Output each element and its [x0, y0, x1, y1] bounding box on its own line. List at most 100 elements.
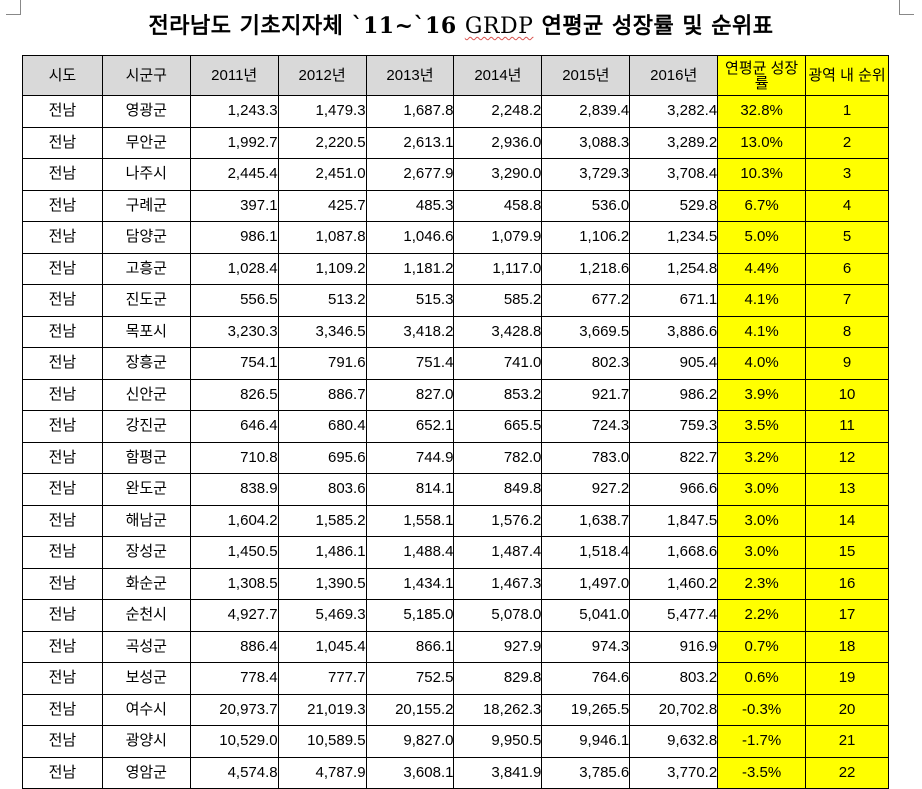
cell-2011: 397.1	[189, 189, 279, 222]
table-row: 전남 나주시 2,445.4 2,451.0 2,677.9 3,290.0 3,729.3…	[22, 158, 889, 191]
cell-growth-rate: 4.1%	[717, 315, 807, 348]
cell-2016: 966.6	[629, 473, 719, 506]
cell-2012: 5,469.3	[277, 599, 367, 632]
cell-sido: 전남	[22, 599, 103, 632]
cell-2016: 529.8	[629, 189, 719, 222]
cell-2014: 9,950.5	[453, 725, 543, 758]
cell-growth-rate: 3.2%	[717, 441, 807, 474]
header-2014: 2014년	[453, 55, 543, 96]
cell-2015: 536.0	[541, 189, 631, 222]
table-row: 전남 장성군 1,450.5 1,486.1 1,488.4 1,487.4 1,518.4…	[22, 536, 889, 569]
cell-2013: 3,608.1	[365, 756, 455, 789]
header-2013: 2013년	[365, 55, 455, 96]
cell-rank: 13	[805, 473, 889, 506]
cell-2013: 744.9	[365, 441, 455, 474]
cell-growth-rate: 5.0%	[717, 221, 807, 254]
cell-2012: 4,787.9	[277, 756, 367, 789]
cell-rank: 22	[805, 756, 889, 789]
title-suffix: 연평균 성장률 및 순위표	[533, 13, 774, 39]
cell-sido: 전남	[22, 158, 103, 191]
cell-sido: 전남	[22, 441, 103, 474]
header-2012: 2012년	[277, 55, 367, 96]
cell-2015: 1,518.4	[541, 536, 631, 569]
table-row: 전남 순천시 4,927.7 5,469.3 5,185.0 5,078.0 5,041.0…	[22, 599, 889, 632]
cell-2016: 916.9	[629, 630, 719, 663]
cell-growth-rate: 3.0%	[717, 504, 807, 537]
cell-growth-rate: 3.9%	[717, 378, 807, 411]
cell-growth-rate: 3.0%	[717, 536, 807, 569]
cell-growth-rate: 2.3%	[717, 567, 807, 600]
cell-2013: 2,613.1	[365, 126, 455, 159]
table-row: 전남 무안군 1,992.7 2,220.5 2,613.1 2,936.0 3,088.3…	[22, 126, 889, 159]
cell-sigungu: 나주시	[101, 158, 191, 191]
cell-sido: 전남	[22, 95, 103, 128]
cell-2011: 3,230.3	[189, 315, 279, 348]
header-2015: 2015년	[541, 55, 631, 96]
cell-2012: 10,589.5	[277, 725, 367, 758]
cell-growth-rate: 4.4%	[717, 252, 807, 285]
cell-2016: 9,632.8	[629, 725, 719, 758]
cell-sigungu: 화순군	[101, 567, 191, 600]
table-row: 전남 해남군 1,604.2 1,585.2 1,558.1 1,576.2 1,638.7…	[22, 504, 889, 537]
cell-sido: 전남	[22, 662, 103, 695]
cell-rank: 16	[805, 567, 889, 600]
cell-2012: 513.2	[277, 284, 367, 317]
cell-rank: 3	[805, 158, 889, 191]
cell-2015: 1,218.6	[541, 252, 631, 285]
cell-rank: 20	[805, 693, 889, 726]
cell-2012: 1,585.2	[277, 504, 367, 537]
cell-2015: 974.3	[541, 630, 631, 663]
cell-2014: 1,576.2	[453, 504, 543, 537]
table-row: 전남 강진군 646.4 680.4 652.1 665.5 724.3 759.3 3.5% 1…	[22, 410, 889, 443]
cell-2014: 849.8	[453, 473, 543, 506]
cell-2015: 1,497.0	[541, 567, 631, 600]
cell-2016: 3,886.6	[629, 315, 719, 348]
cell-2016: 1,668.6	[629, 536, 719, 569]
cell-sigungu: 해남군	[101, 504, 191, 537]
cell-2013: 1,181.2	[365, 252, 455, 285]
cell-2013: 1,558.1	[365, 504, 455, 537]
cell-2011: 4,574.8	[189, 756, 279, 789]
cell-2013: 9,827.0	[365, 725, 455, 758]
title-grdp: GRDP	[464, 14, 534, 39]
cell-2015: 783.0	[541, 441, 631, 474]
cell-2013: 752.5	[365, 662, 455, 695]
cell-2014: 1,467.3	[453, 567, 543, 600]
cell-2015: 19,265.5	[541, 693, 631, 726]
header-2011: 2011년	[189, 55, 279, 96]
table-row: 전남 담양군 986.1 1,087.8 1,046.6 1,079.9 1,106.2 1,…	[22, 221, 889, 254]
cell-2012: 1,109.2	[277, 252, 367, 285]
cell-2016: 3,282.4	[629, 95, 719, 128]
cell-sido: 전남	[22, 725, 103, 758]
cell-rank: 17	[805, 599, 889, 632]
cell-2011: 778.4	[189, 662, 279, 695]
cell-growth-rate: -1.7%	[717, 725, 807, 758]
cell-2016: 5,477.4	[629, 599, 719, 632]
cell-sido: 전남	[22, 693, 103, 726]
cell-2014: 3,290.0	[453, 158, 543, 191]
cell-growth-rate: 10.3%	[717, 158, 807, 191]
cell-rank: 11	[805, 410, 889, 443]
table-body: 전남 영광군 1,243.3 1,479.3 1,687.8 2,248.2 2,839.4…	[22, 95, 889, 789]
cell-2011: 826.5	[189, 378, 279, 411]
cell-2011: 838.9	[189, 473, 279, 506]
cell-growth-rate: 4.0%	[717, 347, 807, 380]
cell-2011: 754.1	[189, 347, 279, 380]
cell-sigungu: 여수시	[101, 693, 191, 726]
cell-sigungu: 구례군	[101, 189, 191, 222]
cell-rank: 21	[805, 725, 889, 758]
cell-2012: 21,019.3	[277, 693, 367, 726]
cell-sido: 전남	[22, 252, 103, 285]
cell-2013: 20,155.2	[365, 693, 455, 726]
cell-sigungu: 곡성군	[101, 630, 191, 663]
cell-sido: 전남	[22, 536, 103, 569]
cell-2014: 665.5	[453, 410, 543, 443]
cell-2013: 1,434.1	[365, 567, 455, 600]
cell-2016: 986.2	[629, 378, 719, 411]
cell-rank: 10	[805, 378, 889, 411]
cell-2016: 1,254.8	[629, 252, 719, 285]
header-growth-rate: 연평균 성장률	[717, 55, 807, 96]
cell-growth-rate: 4.1%	[717, 284, 807, 317]
cell-2011: 1,308.5	[189, 567, 279, 600]
cell-2011: 20,973.7	[189, 693, 279, 726]
